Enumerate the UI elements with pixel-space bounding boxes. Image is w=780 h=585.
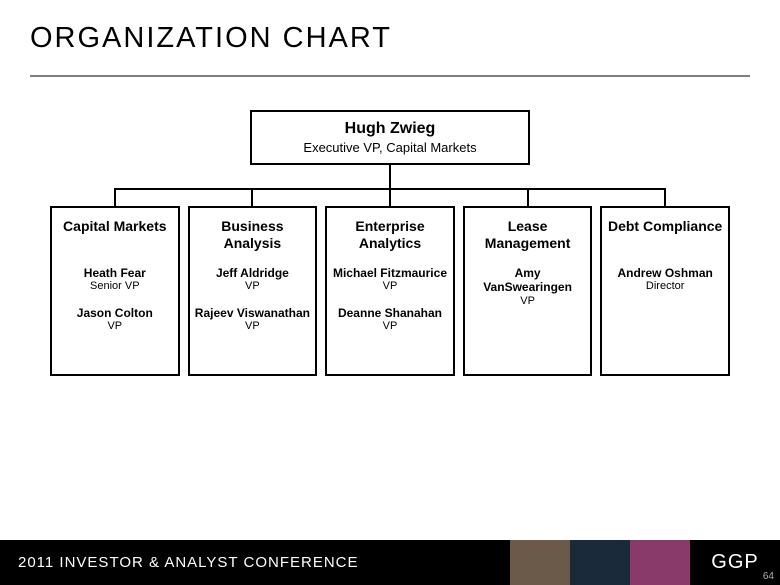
person-name: Deanne Shanahan bbox=[331, 306, 449, 320]
title-rule bbox=[30, 75, 750, 77]
person-role: Senior VP bbox=[56, 280, 174, 293]
connector-vertical bbox=[664, 188, 666, 206]
person-role: VP bbox=[56, 320, 174, 333]
person-name: Andrew Oshman bbox=[606, 266, 724, 280]
footer-text: 2011 INVESTOR & ANALYST CONFERENCE bbox=[0, 554, 359, 571]
department-name: Capital Markets bbox=[56, 218, 174, 252]
person: Rajeev ViswanathanVP bbox=[194, 306, 312, 334]
footer-image-placeholder bbox=[570, 540, 630, 585]
connector-vertical bbox=[527, 188, 529, 206]
person: Andrew OshmanDirector bbox=[606, 266, 724, 294]
person-role: VP bbox=[194, 320, 312, 333]
person: Amy VanSwearingenVP bbox=[469, 266, 587, 308]
person-role: VP bbox=[331, 280, 449, 293]
department-name: Debt Compliance bbox=[606, 218, 724, 252]
person-name: Amy VanSwearingen bbox=[469, 266, 587, 295]
person: Deanne ShanahanVP bbox=[331, 306, 449, 334]
person: Jeff AldridgeVP bbox=[194, 266, 312, 294]
person: Michael FitzmauriceVP bbox=[331, 266, 449, 294]
person-name: Heath Fear bbox=[56, 266, 174, 280]
department-box: Debt Compliance Andrew OshmanDirector bbox=[600, 206, 730, 376]
person-role: Director bbox=[606, 280, 724, 293]
org-top-name: Hugh Zwieg bbox=[252, 120, 528, 138]
footer-image-placeholder bbox=[510, 540, 570, 585]
department-box: Capital Markets Heath FearSenior VP Jason … bbox=[50, 206, 180, 376]
department-box: Enterprise AnalyticsMichael FitzmauriceV… bbox=[325, 206, 455, 376]
person-role: VP bbox=[469, 295, 587, 308]
org-top-role: Executive VP, Capital Markets bbox=[252, 140, 528, 155]
person-role: VP bbox=[331, 320, 449, 333]
person: Jason ColtonVP bbox=[56, 306, 174, 334]
department-box: Business AnalysisJeff AldridgeVPRajeev V… bbox=[188, 206, 318, 376]
department-name: Enterprise Analytics bbox=[331, 218, 449, 252]
person-name: Jason Colton bbox=[56, 306, 174, 320]
connector-top-vertical bbox=[389, 165, 391, 189]
person-name: Michael Fitzmaurice bbox=[331, 266, 449, 280]
connector-vertical bbox=[389, 188, 391, 206]
person-role: VP bbox=[194, 280, 312, 293]
footer-image-placeholder bbox=[630, 540, 690, 585]
person-name: Jeff Aldridge bbox=[194, 266, 312, 280]
slide: ORGANIZATION CHART Hugh Zwieg Executive … bbox=[0, 0, 780, 585]
department-name: Lease Management bbox=[469, 218, 587, 252]
connector-vertical bbox=[251, 188, 253, 206]
department-name: Business Analysis bbox=[194, 218, 312, 252]
slide-footer: 2011 INVESTOR & ANALYST CONFERENCE GGP 6… bbox=[0, 540, 780, 585]
department-box: Lease Management Amy VanSwearingenVP bbox=[463, 206, 593, 376]
person: Heath FearSenior VP bbox=[56, 266, 174, 294]
footer-images bbox=[510, 540, 690, 585]
page-number: 64 bbox=[763, 571, 774, 582]
person-name: Rajeev Viswanathan bbox=[194, 306, 312, 320]
slide-title: ORGANIZATION CHART bbox=[30, 22, 392, 55]
connector-vertical bbox=[114, 188, 116, 206]
org-top-box: Hugh Zwieg Executive VP, Capital Markets bbox=[250, 110, 530, 165]
department-row: Capital Markets Heath FearSenior VP Jason … bbox=[50, 206, 730, 376]
